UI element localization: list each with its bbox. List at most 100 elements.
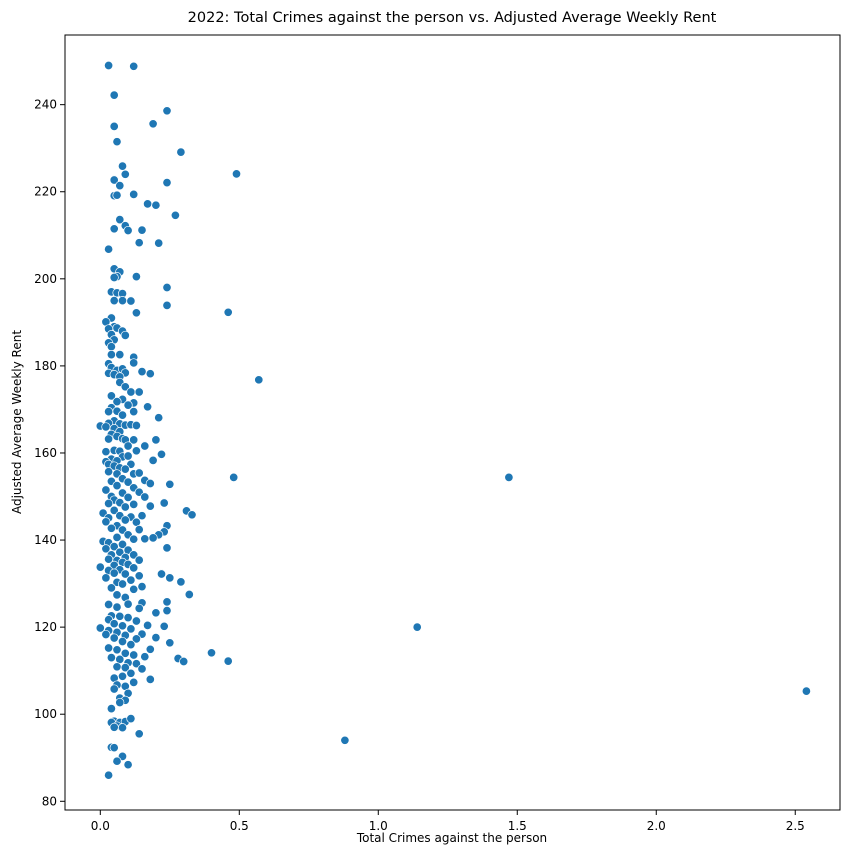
data-point-10 [120,169,130,179]
data-point-284 [104,770,114,780]
data-point-4 [109,121,119,131]
data-point-24 [137,225,147,235]
data-point-217 [123,613,133,623]
data-point-196 [165,573,175,583]
data-point-243 [129,650,139,660]
data-point-167 [140,534,150,544]
data-point-245 [140,652,150,662]
data-point-204 [184,589,194,600]
data-point-199 [176,577,186,587]
data-point-41 [131,308,141,318]
data-point-2 [109,90,119,100]
x-tick-label: 0.0 [91,819,110,833]
data-point-70 [120,382,130,392]
data-point-73 [106,391,116,401]
data-point-237 [126,640,136,650]
y-tick-label: 220 [34,185,57,199]
data-point-240 [145,644,155,654]
data-point-169 [129,534,139,544]
y-tick-label: 200 [34,272,57,286]
data-point-236 [165,638,175,648]
data-point-123 [134,468,144,478]
data-point-256 [117,671,128,681]
data-point-262 [109,684,119,694]
data-point-83 [117,410,128,420]
data-point-26 [154,238,164,248]
data-point-174 [162,543,172,553]
y-tick-label: 100 [34,707,57,721]
data-point-55 [115,350,125,360]
data-point-241 [206,648,217,658]
data-point-131 [165,479,175,489]
data-point-203 [129,584,139,594]
data-point-232 [151,633,161,643]
data-point-31 [109,272,119,283]
data-point-233 [109,633,119,643]
data-point-23 [123,225,133,236]
data-point-226 [126,624,136,634]
data-point-268 [106,704,116,714]
data-point-19 [170,210,180,220]
data-point-188 [129,563,139,573]
data-point-6 [112,137,122,147]
x-tick-label: 2.5 [786,819,805,833]
data-point-276 [117,723,128,733]
data-point-175 [101,544,111,554]
data-point-27 [104,244,114,254]
y-tick-label: 120 [34,620,57,634]
x-tick-label: 2.0 [647,819,666,833]
y-tick-label: 80 [42,794,57,808]
data-point-252 [112,662,122,672]
data-point-39 [126,296,136,306]
data-point-278 [340,735,350,745]
data-point-106 [101,447,111,457]
data-point-33 [162,282,172,293]
data-point-54 [106,350,116,360]
data-point-283 [123,760,133,770]
data-point-205 [112,590,122,600]
data-point-145 [145,501,155,511]
data-point-16 [129,189,139,199]
data-point-32 [131,272,141,282]
data-point-244 [106,653,116,663]
data-point-114 [148,455,158,465]
data-point-235 [117,636,128,647]
data-point-53 [106,342,116,352]
data-point-72 [134,387,144,397]
data-point-22 [109,224,119,234]
data-point-98 [104,434,114,444]
data-point-155 [120,515,130,525]
data-point-280 [109,743,119,753]
data-point-225 [412,622,422,632]
data-point-179 [129,550,139,560]
data-point-210 [123,599,133,609]
data-point-282 [112,756,122,766]
points-layer [95,60,811,780]
data-point-207 [162,597,172,607]
y-tick-label: 160 [34,446,57,460]
data-point-239 [112,645,122,655]
data-point-255 [126,668,136,678]
data-point-222 [95,623,105,633]
data-point-214 [151,608,161,618]
y-axis-label: Adjusted Average Weekly Rent [10,330,24,514]
data-point-143 [129,499,139,509]
data-point-20 [115,215,125,225]
x-axis: 0.0 0.5 1.0 1.5 2.0 2.5 [91,810,805,833]
data-point-8 [117,161,128,171]
data-point-103 [140,441,150,451]
data-point-101 [151,435,161,445]
data-point-209 [104,599,114,610]
data-point-82 [104,407,114,417]
data-point-134 [101,485,111,495]
data-point-202 [106,583,116,593]
data-point-219 [131,616,141,626]
data-point-5 [148,119,158,129]
data-point-197 [126,575,136,585]
data-point-1 [129,61,139,71]
data-point-57 [129,358,139,368]
data-point-195 [101,573,111,583]
x-tick-label: 1.0 [369,819,388,833]
data-point-258 [145,674,155,684]
